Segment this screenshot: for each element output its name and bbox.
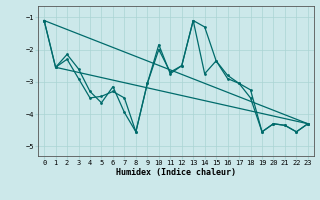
X-axis label: Humidex (Indice chaleur): Humidex (Indice chaleur)	[116, 168, 236, 177]
